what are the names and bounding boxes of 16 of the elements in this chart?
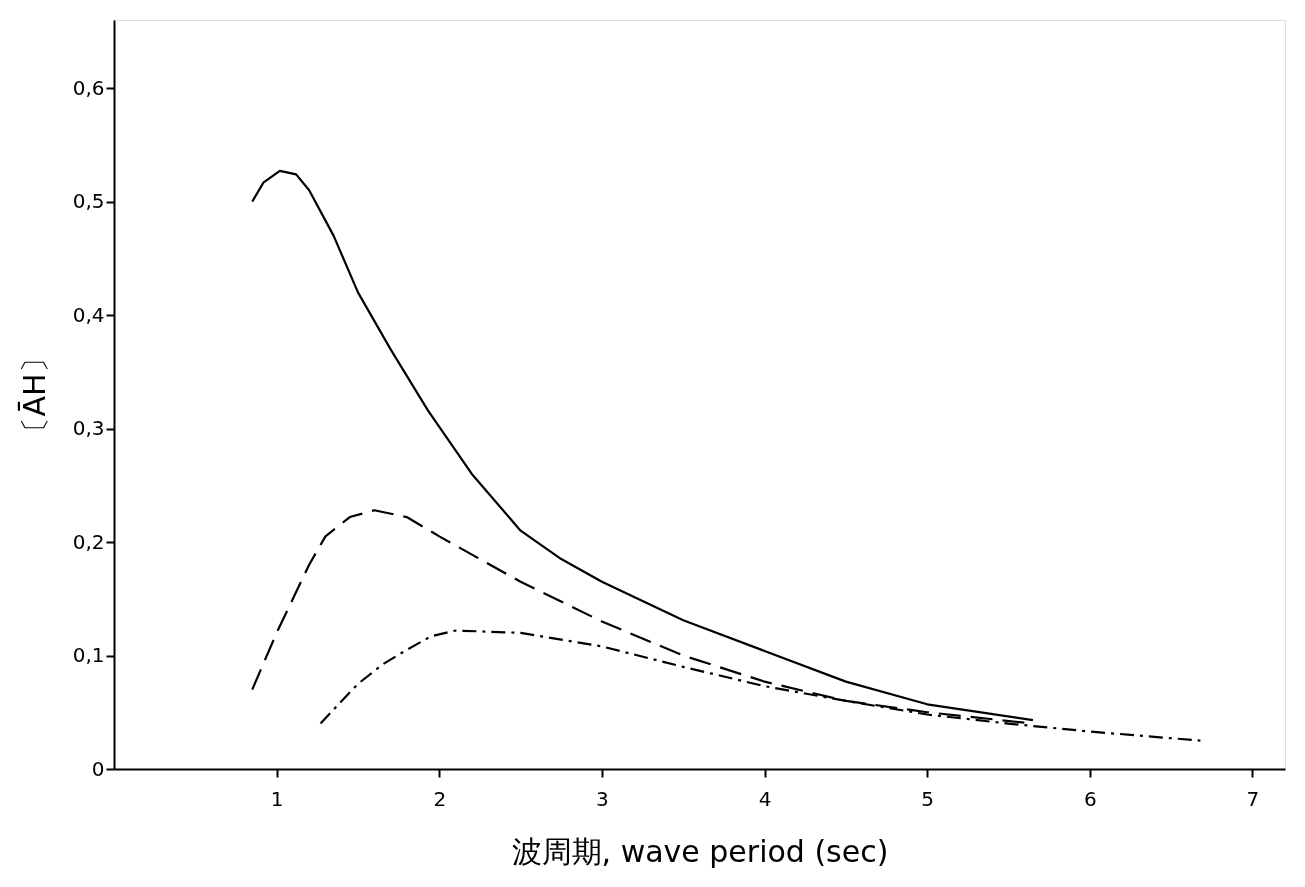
y-tick-label: 0,2	[72, 529, 105, 554]
x-axis-title: 波周期, wave period (sec)	[511, 833, 889, 869]
x-tick-label: 5	[921, 786, 935, 811]
y-tick-label: 0,3	[72, 416, 105, 441]
y-tick-label: 0,4	[72, 302, 105, 327]
x-tick-label: 1	[270, 786, 284, 811]
x-tick-label: 4	[758, 786, 772, 811]
y-tick-label: 0	[91, 756, 105, 781]
x-tick-label: 7	[1246, 786, 1260, 811]
y-tick-label: 0,5	[72, 189, 105, 214]
y-tick-label: 0,6	[72, 75, 105, 100]
y-axis-title: 〔ĀH〕	[16, 343, 52, 447]
x-tick-label: 6	[1083, 786, 1097, 811]
x-tick-label: 3	[596, 786, 609, 811]
y-tick-label: 0,1	[72, 643, 105, 668]
x-tick-label: 2	[433, 786, 447, 811]
